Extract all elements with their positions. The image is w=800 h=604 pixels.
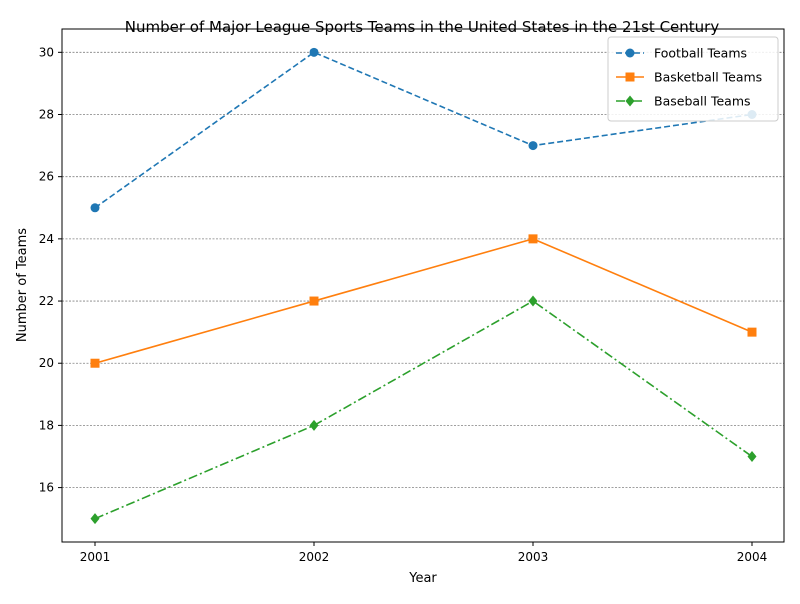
chart-title: Number of Major League Sports Teams in t…	[125, 18, 720, 36]
legend-label: Baseball Teams	[654, 94, 751, 109]
legend-item-basketball: Basketball Teams	[616, 70, 762, 85]
x-tick-label: 2001	[80, 550, 111, 564]
x-tick-label: 2004	[737, 550, 768, 564]
data-point	[309, 47, 319, 57]
data-point	[747, 327, 757, 337]
data-point	[90, 203, 100, 213]
y-tick-label: 26	[39, 170, 54, 184]
series-baseball	[90, 295, 757, 525]
y-axis-label: Number of Teams	[15, 228, 30, 342]
legend-marker	[625, 95, 635, 107]
y-tick-label: 28	[39, 108, 54, 122]
legend-item-baseball: Baseball Teams	[616, 94, 751, 109]
y-tick-label: 18	[39, 418, 54, 432]
legend: Football Teams Basketball Teams Baseball T…	[607, 36, 779, 122]
y-axis: 16 18 20 22 24 26 28 30	[39, 45, 62, 495]
x-axis: 2001 2002 2003 2004	[80, 542, 768, 564]
legend-marker	[625, 48, 635, 58]
grid-lines	[62, 51, 784, 488]
legend-item-football: Football Teams	[616, 46, 747, 61]
y-tick-label: 20	[39, 356, 54, 370]
data-point	[90, 513, 100, 525]
series-football	[90, 47, 757, 213]
data-point	[90, 358, 100, 368]
x-tick-label: 2002	[299, 550, 330, 564]
y-tick-label: 22	[39, 294, 54, 308]
data-point	[309, 296, 319, 306]
series-baseball-line	[94, 300, 753, 520]
data-point	[747, 451, 757, 462]
y-tick-label: 30	[39, 45, 54, 59]
data-point	[528, 141, 538, 151]
plot-area-frame	[61, 28, 785, 543]
y-tick-label: 24	[39, 232, 54, 246]
data-point	[528, 234, 538, 244]
x-axis-label: Year	[408, 571, 437, 586]
series-basketball	[90, 234, 757, 368]
legend-box	[607, 36, 779, 122]
data-point	[528, 295, 538, 307]
y-tick-label: 16	[39, 481, 54, 495]
series-basketball-line	[94, 238, 753, 364]
x-tick-label: 2003	[518, 550, 549, 564]
data-point	[309, 419, 319, 431]
legend-label: Football Teams	[654, 46, 747, 61]
legend-label: Basketball Teams	[654, 70, 762, 85]
series-football-line	[94, 51, 753, 209]
legend-marker	[625, 72, 635, 82]
series-group	[90, 47, 757, 525]
